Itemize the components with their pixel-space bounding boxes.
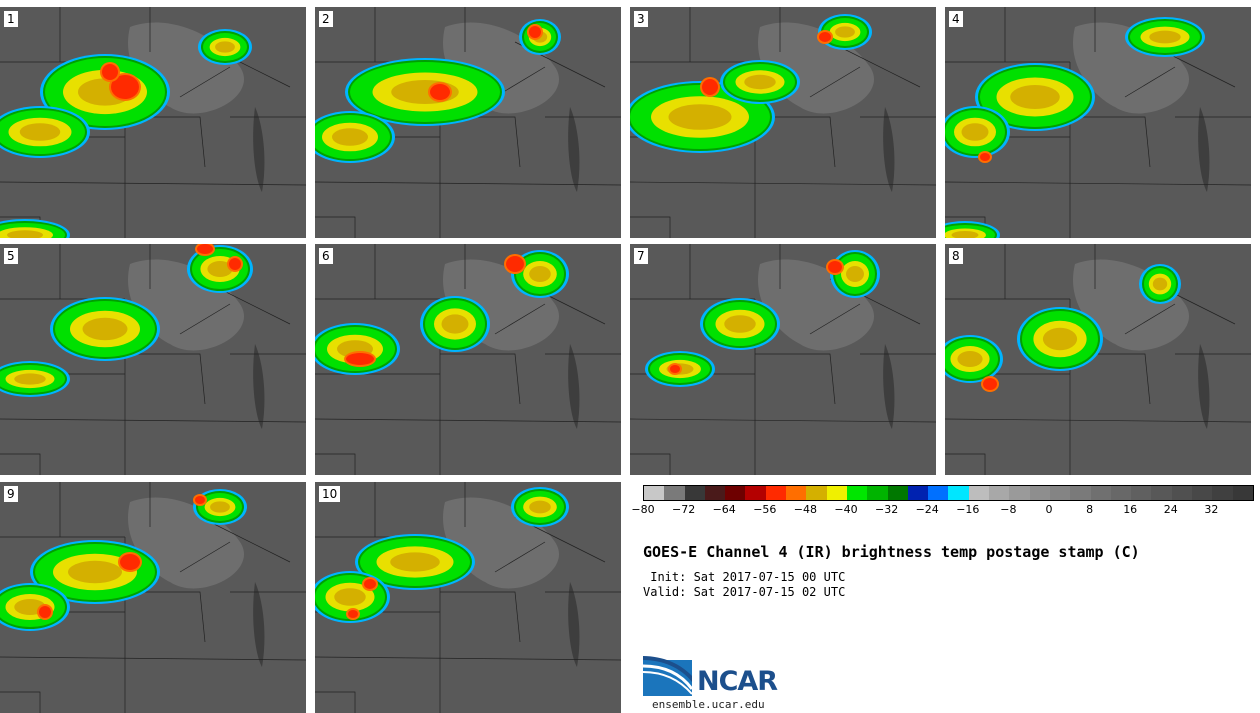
figure-title: GOES-E Channel 4 (IR) brightness temp po… [643,543,1140,561]
satellite-map [0,482,306,713]
postage-stamp-panel-9: 9 [0,482,306,713]
colorbar-tick: −80 [631,503,655,516]
colorbar-tick: 8 [1086,503,1094,516]
panel-number-label: 4 [949,11,963,27]
postage-stamp-panel-2: 2 [315,7,621,238]
valid-time: Valid: Sat 2017-07-15 02 UTC [643,585,846,599]
colorbar-swatch [867,486,888,500]
colorbar-tick: −72 [671,503,696,516]
satellite-map [945,244,1251,475]
satellite-map [0,244,306,475]
colorbar-tick: −40 [834,503,858,516]
satellite-map [630,244,936,475]
colorbar-swatch [664,486,685,500]
colorbar-tick: 0 [1045,503,1053,516]
logo-url: ensemble.ucar.edu [652,698,765,711]
satellite-map [315,7,621,238]
panel-number-label: 9 [4,486,18,502]
panel-number-label: 7 [634,248,648,264]
postage-stamp-panel-5: 5 [0,244,306,475]
colorbar-tick: 32 [1204,503,1219,516]
colorbar-swatch [1049,486,1071,500]
colorbar-tick: 16 [1123,503,1138,516]
satellite-map [0,7,306,238]
colorbar-tick: −32 [874,503,899,516]
colorbar-swatch [887,486,908,500]
colorbar-swatch [846,486,868,500]
panel-number-label: 6 [319,248,333,264]
colorbar-swatch [644,486,665,500]
colorbar-swatch [826,486,847,500]
colorbar-tick-labels: −80 −72 −64 −56 −48 −40 −32 −24 −16 −8 0 8 16 24 32 [631,503,1249,517]
postage-stamp-panel-6: 6 [315,244,621,475]
colorbar-swatch [1171,486,1193,500]
panel-number-label: 3 [634,11,648,27]
colorbar-swatch [704,486,726,500]
satellite-map [630,7,936,238]
colorbar-swatch [1151,486,1172,500]
colorbar-tick: −56 [753,503,777,516]
colorbar-swatch [1192,486,1213,500]
colorbar-swatch [948,486,969,500]
panel-number-label: 10 [319,486,341,502]
ncar-logo-text: NCAR [697,666,778,697]
colorbar-swatch [1009,486,1030,500]
colorbar-swatch [1029,486,1050,500]
postage-stamp-panel-1: 1 [0,7,306,238]
panel-number-label: 8 [949,248,963,264]
panel-number-label: 1 [4,11,18,27]
colorbar-tick: −64 [712,503,736,516]
colorbar-swatch [1070,486,1091,500]
postage-stamp-panel-3: 3 [630,7,936,238]
ncar-logo-icon [643,656,694,696]
colorbar-tick: −16 [956,503,980,516]
satellite-map [945,7,1251,238]
colorbar-swatch [1232,486,1253,500]
colorbar-swatch [1090,486,1111,500]
colorbar-swatch [1110,486,1132,500]
colorbar-swatch [1212,486,1233,500]
colorbar-swatch [765,486,787,500]
colorbar-swatch [989,486,1010,500]
colorbar-swatch [725,486,746,500]
init-time: Init: Sat 2017-07-15 00 UTC [643,570,846,584]
colorbar-swatch [806,486,827,500]
panel-number-label: 2 [319,11,333,27]
postage-stamp-panel-8: 8 [945,244,1251,475]
postage-stamp-panel-10: 10 [315,482,621,713]
satellite-map [315,244,621,475]
colorbar [643,485,1254,501]
colorbar-swatch [968,486,990,500]
colorbar-swatch [786,486,807,500]
colorbar-tick: −24 [915,503,939,516]
postage-stamp-panel-7: 7 [630,244,936,475]
panel-number-label: 5 [4,248,18,264]
colorbar-swatch [928,486,949,500]
colorbar-tick: −8 [1000,503,1017,516]
colorbar-tick: 24 [1163,503,1178,516]
colorbar-swatch [1131,486,1152,500]
colorbar-swatch [745,486,766,500]
colorbar-swatch [684,486,705,500]
colorbar-tick: −48 [793,503,817,516]
postage-stamp-panel-4: 4 [945,7,1251,238]
colorbar-swatch [907,486,929,500]
satellite-map [315,482,621,713]
